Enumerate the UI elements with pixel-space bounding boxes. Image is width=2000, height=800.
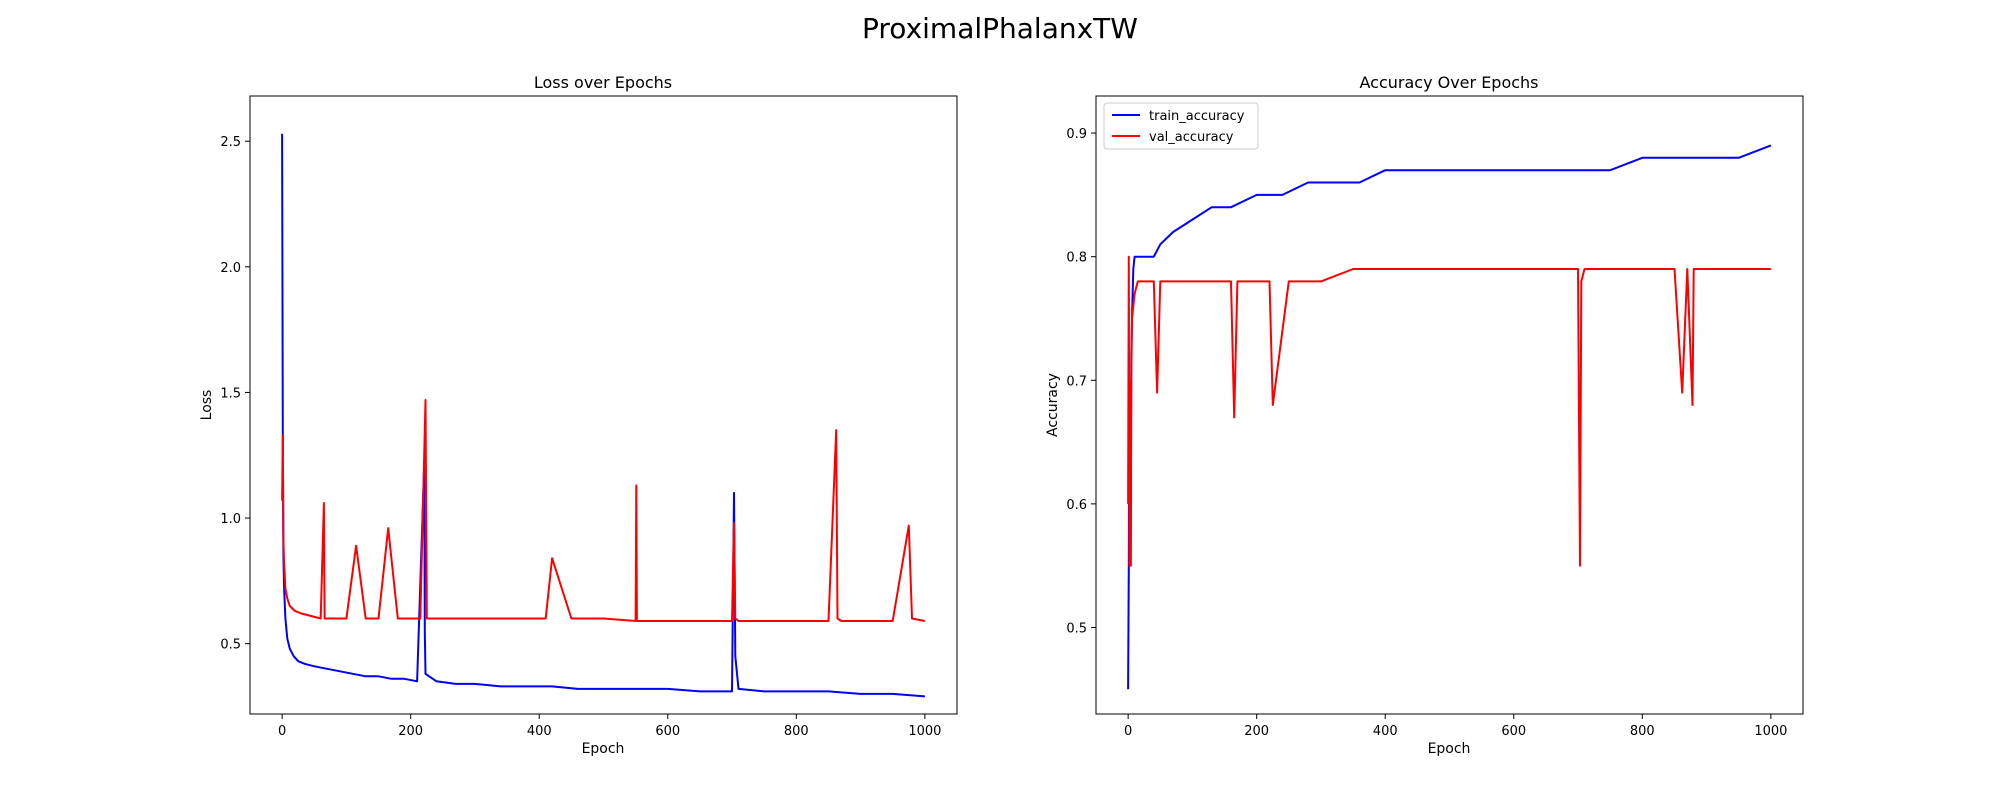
legend-label-train: train_accuracy — [1149, 109, 1245, 124]
accuracy-y-ticks: 0.5 0.6 0.7 0.8 0.9 — [1066, 127, 1096, 636]
loss-series-line-train_loss — [281, 133, 925, 698]
accuracy-chart: Accuracy Over Epochs 0 200 400 600 800 1000 0… — [1045, 73, 1804, 757]
legend-box — [1103, 102, 1259, 150]
loss-x-tick-label: 200 — [398, 724, 423, 739]
loss-y-tick-label: 1.5 — [220, 386, 241, 401]
accuracy-x-tick-label: 200 — [1244, 724, 1269, 739]
accuracy-y-label: Accuracy — [1045, 373, 1061, 437]
loss-plot-area — [249, 95, 958, 715]
loss-y-tick-label: 1.0 — [220, 512, 241, 527]
loss-y-tick-label: 0.5 — [220, 638, 241, 653]
accuracy-legend: train_accuracy val_accuracy — [1103, 102, 1259, 150]
accuracy-series-line-train_accuracy — [1127, 144, 1772, 690]
accuracy-series-line-val_accuracy — [1127, 255, 1771, 567]
loss-x-tick-label: 400 — [527, 724, 552, 739]
accuracy-plot-area — [1095, 95, 1804, 715]
accuracy-y-tick-label: 0.6 — [1066, 498, 1087, 513]
loss-lines — [281, 133, 926, 698]
accuracy-x-tick-label: 600 — [1501, 724, 1526, 739]
accuracy-y-tick-label: 0.7 — [1066, 374, 1087, 389]
accuracy-x-tick-label: 1000 — [1754, 724, 1787, 739]
accuracy-chart-title: Accuracy Over Epochs — [1359, 73, 1538, 92]
accuracy-x-tick-label: 0 — [1124, 724, 1132, 739]
loss-y-tick-label: 2.0 — [220, 261, 241, 276]
loss-x-label: Epoch — [582, 741, 625, 757]
loss-x-tick-label: 800 — [784, 724, 809, 739]
accuracy-x-label: Epoch — [1428, 741, 1471, 757]
accuracy-y-tick-label: 0.9 — [1066, 127, 1087, 142]
loss-chart-title: Loss over Epochs — [534, 73, 672, 92]
loss-series-line-val_loss — [281, 399, 926, 622]
loss-y-tick-label: 2.5 — [220, 135, 241, 150]
loss-x-tick-label: 0 — [278, 724, 286, 739]
legend-label-val: val_accuracy — [1149, 130, 1234, 145]
accuracy-lines — [1127, 144, 1772, 690]
accuracy-x-ticks: 0 200 400 600 800 1000 — [1124, 714, 1787, 739]
loss-x-ticks: 0 200 400 600 800 1000 — [278, 714, 941, 739]
accuracy-x-tick-label: 400 — [1373, 724, 1398, 739]
loss-x-tick-label: 600 — [655, 724, 680, 739]
accuracy-y-tick-label: 0.8 — [1066, 251, 1087, 266]
figure-title: ProximalPhalanxTW — [862, 12, 1138, 45]
loss-y-label: Loss — [199, 390, 215, 421]
loss-chart: Loss over Epochs 0 200 400 600 800 1000 0.5 1.… — [199, 73, 958, 757]
accuracy-y-tick-label: 0.5 — [1066, 621, 1087, 636]
loss-y-ticks: 0.5 1.0 1.5 2.0 2.5 — [220, 135, 250, 653]
loss-x-tick-label: 1000 — [908, 724, 941, 739]
accuracy-x-tick-label: 800 — [1630, 724, 1655, 739]
